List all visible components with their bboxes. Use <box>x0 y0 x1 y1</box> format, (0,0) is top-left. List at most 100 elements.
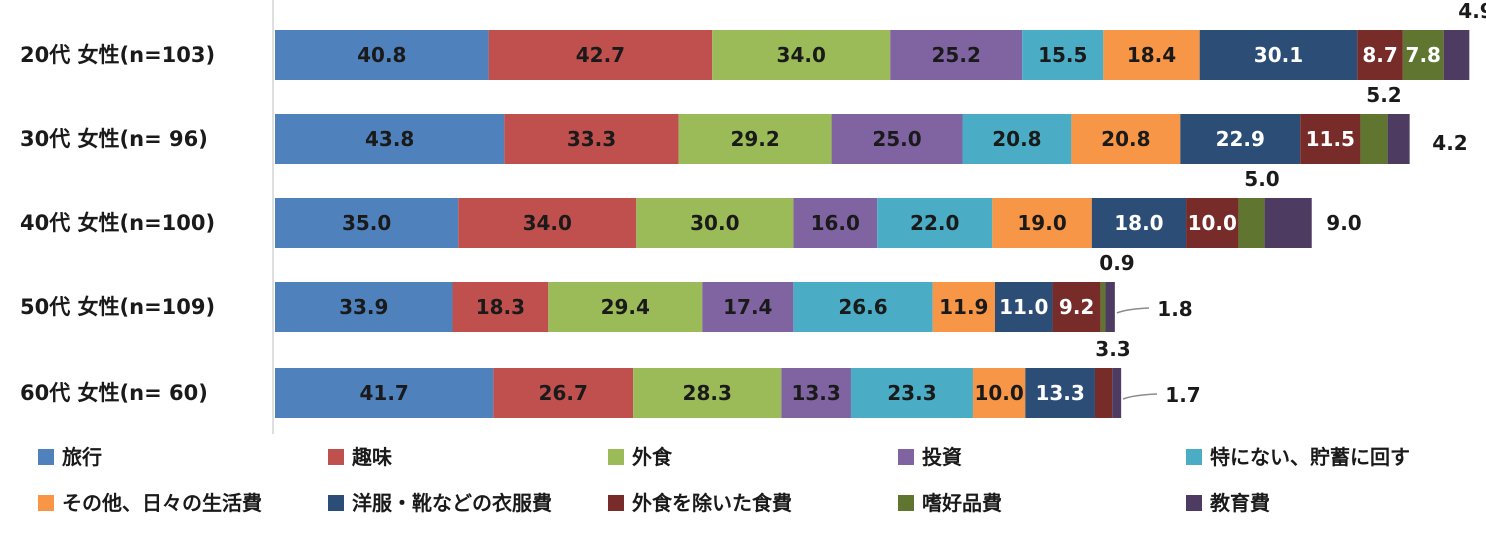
legend-label: 外食 <box>632 445 673 469</box>
data-label: 0.9 <box>1099 251 1134 275</box>
legend-swatch <box>898 449 914 465</box>
data-label: 16.0 <box>811 211 860 235</box>
bar-segment <box>488 30 713 80</box>
legend-label: 洋服・靴などの衣服費 <box>352 491 552 515</box>
category-label: 20代 女性(n=103) <box>20 43 215 67</box>
bar-segment <box>831 114 963 164</box>
data-label: 23.3 <box>887 381 936 405</box>
bar-segment <box>1100 282 1106 332</box>
category-labels: 20代 女性(n=103) 30代 女性(n= 96) 40代 女性(n=100) 5… <box>20 43 215 405</box>
data-label: 11.9 <box>939 295 988 319</box>
data-label: 5.0 <box>1244 167 1279 191</box>
data-label: 9.0 <box>1326 211 1361 235</box>
legend-swatch <box>608 449 624 465</box>
legend-label: その他、日々の生活費 <box>62 491 262 515</box>
category-label: 40代 女性(n=100) <box>20 211 215 235</box>
bar-segment <box>877 198 993 248</box>
bar-segment <box>636 198 794 248</box>
bar-segment <box>850 368 973 418</box>
data-label: 42.7 <box>576 43 625 67</box>
legend-label: 旅行 <box>62 445 102 469</box>
data-label: 41.7 <box>359 381 408 405</box>
legend-swatch <box>898 495 914 511</box>
data-label: 20.8 <box>1101 127 1150 151</box>
bar-segment <box>1357 30 1403 80</box>
data-label: 5.2 <box>1366 83 1401 107</box>
bar-segment <box>1186 198 1239 248</box>
category-label: 50代 女性(n=109) <box>20 295 215 319</box>
bar-segment <box>1300 114 1361 164</box>
legend-label: 投資 <box>922 445 962 469</box>
data-label: 29.2 <box>730 127 779 151</box>
bar-segment <box>1091 198 1187 248</box>
bar-segment <box>452 282 549 332</box>
bar-segment <box>678 114 832 164</box>
legend-swatch <box>328 449 344 465</box>
bar-segment <box>1052 282 1101 332</box>
data-label: 29.4 <box>601 295 650 319</box>
legend-swatch <box>1186 495 1202 511</box>
label-leader-line <box>1116 307 1150 314</box>
legend-label: 特にない、貯蓄に回す <box>1210 445 1410 469</box>
data-label: 33.9 <box>339 295 388 319</box>
data-label: 18.0 <box>1114 211 1163 235</box>
bar-segment <box>504 114 679 164</box>
data-label: 4.9 <box>1458 0 1486 23</box>
bar-segment <box>548 282 703 332</box>
data-label: 13.3 <box>791 381 840 405</box>
data-label: 34.0 <box>523 211 572 235</box>
data-label: 25.0 <box>872 127 921 151</box>
legend-swatch <box>608 495 624 511</box>
data-label: 17.4 <box>723 295 772 319</box>
bar-segment <box>1180 114 1301 164</box>
bar-segment <box>633 368 782 418</box>
data-label: 22.0 <box>910 211 959 235</box>
bars-group: 40.8 42.7 34.0 25.2 15.5 18.4 30.1 8.7 7.8 4.9 43.… <box>275 0 1486 418</box>
bar-segment <box>793 282 933 332</box>
data-label: 30.1 <box>1254 43 1303 67</box>
bar-segment <box>458 198 637 248</box>
data-label: 10.0 <box>1188 211 1237 235</box>
legend-label: 嗜好品費 <box>922 491 1002 515</box>
bar-segment <box>493 368 634 418</box>
data-label: 20.8 <box>992 127 1041 151</box>
data-label: 7.8 <box>1406 43 1441 67</box>
bar-segment <box>1238 198 1265 248</box>
data-label: 34.0 <box>777 43 826 67</box>
bar-segment <box>1443 30 1470 80</box>
bar-segment <box>1199 30 1358 80</box>
bar-segment <box>890 30 1023 80</box>
bar-segment <box>962 114 1072 164</box>
bar-segment <box>1264 198 1312 248</box>
data-label: 22.9 <box>1216 127 1265 151</box>
bar-segment <box>781 368 851 418</box>
data-label: 18.3 <box>476 295 525 319</box>
data-label: 1.8 <box>1157 297 1192 321</box>
bar-segment <box>275 282 453 332</box>
data-label: 25.2 <box>932 43 981 67</box>
data-label: 19.0 <box>1017 211 1066 235</box>
data-label: 9.2 <box>1059 295 1094 319</box>
bar-segment <box>972 368 1026 418</box>
data-label: 35.0 <box>342 211 391 235</box>
bar-segment <box>275 198 459 248</box>
data-label: 18.4 <box>1127 43 1176 67</box>
data-label: 26.6 <box>838 295 887 319</box>
legend-swatch <box>328 495 344 511</box>
data-label: 3.3 <box>1095 337 1130 361</box>
bar-segment <box>1071 114 1181 164</box>
legend-label: 外食を除いた食費 <box>632 491 792 515</box>
bar-segment <box>275 114 505 164</box>
data-label: 43.8 <box>365 127 414 151</box>
legend-swatch <box>38 495 54 511</box>
data-label: 30.0 <box>690 211 739 235</box>
data-label: 15.5 <box>1038 43 1087 67</box>
data-label: 11.5 <box>1306 127 1355 151</box>
bar-segment <box>1094 368 1113 418</box>
bar-segment <box>992 198 1092 248</box>
bar-segment <box>994 282 1053 332</box>
bar-segment <box>1387 114 1410 164</box>
data-label: 1.7 <box>1165 383 1200 407</box>
legend-label: 趣味 <box>351 445 392 469</box>
